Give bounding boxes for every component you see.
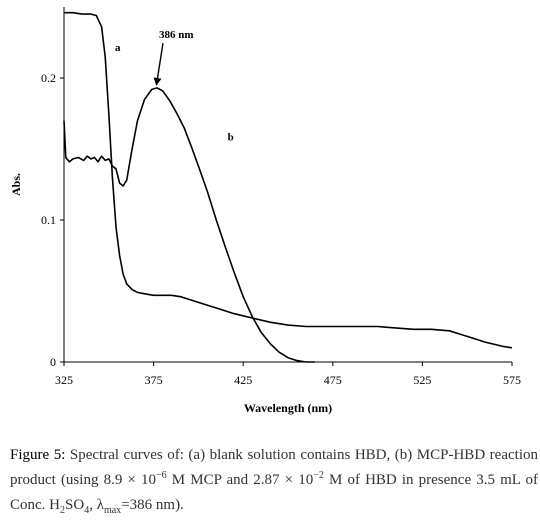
y-tick-label: 0: [50, 355, 56, 369]
annotation-layer: a b 386 nm: [115, 29, 234, 143]
caption-text-4: SO: [65, 497, 85, 513]
x-tick-label: 375: [145, 373, 163, 387]
x-axis-title: Wavelength (nm): [244, 401, 332, 415]
x-tick-label: 575: [503, 373, 521, 387]
y-tick-label: 0.2: [41, 71, 56, 85]
figure-caption: Figure 5: Spectral curves of: (a) blank …: [10, 443, 538, 518]
x-tick-label: 425: [234, 373, 252, 387]
x-tick-label: 475: [324, 373, 342, 387]
series-line-b: [63, 87, 315, 363]
y-tick-label: 0.1: [41, 213, 56, 227]
y-ticks: 0 0.1 0.2: [41, 71, 64, 369]
caption-text-2: M MCP and 2.87 × 10: [166, 472, 314, 488]
series-line-a: [64, 11, 513, 349]
annotation-label: 386 nm: [159, 29, 194, 41]
caption-text-3: M of HBD in presence 3.5 mL of Conc. H: [10, 472, 538, 513]
caption-text-5: , λ: [89, 497, 104, 513]
x-tick-label: 325: [55, 373, 73, 387]
annotation-label: a: [115, 42, 121, 54]
caption-sup-2: −2: [313, 470, 324, 481]
x-ticks: 325 375 425 475 525 575: [55, 362, 521, 387]
caption-text-6: =386 nm).: [121, 497, 184, 513]
spectral-chart: 0 0.1 0.2 325 375 425 475 525 575 a b 386 nm Abs.…: [9, 7, 521, 415]
caption-text-1: Spectral curves of: (a) blank solution c…: [10, 447, 538, 488]
y-axis-title: Abs.: [9, 173, 23, 196]
series-layer: [63, 11, 513, 363]
annotation-label: b: [228, 131, 234, 143]
caption-label: Figure 5:: [10, 447, 66, 463]
annotation-arrow: [153, 43, 164, 86]
caption-sup-1: −6: [156, 470, 167, 481]
chart-canvas: 0 0.1 0.2 325 375 425 475 525 575 a b 386 nm Abs.…: [9, 7, 521, 415]
caption-sub-1: 2: [60, 505, 65, 516]
x-tick-label: 525: [413, 373, 431, 387]
caption-sub-3: max: [103, 505, 122, 516]
caption-sub-2: 4: [84, 505, 90, 516]
